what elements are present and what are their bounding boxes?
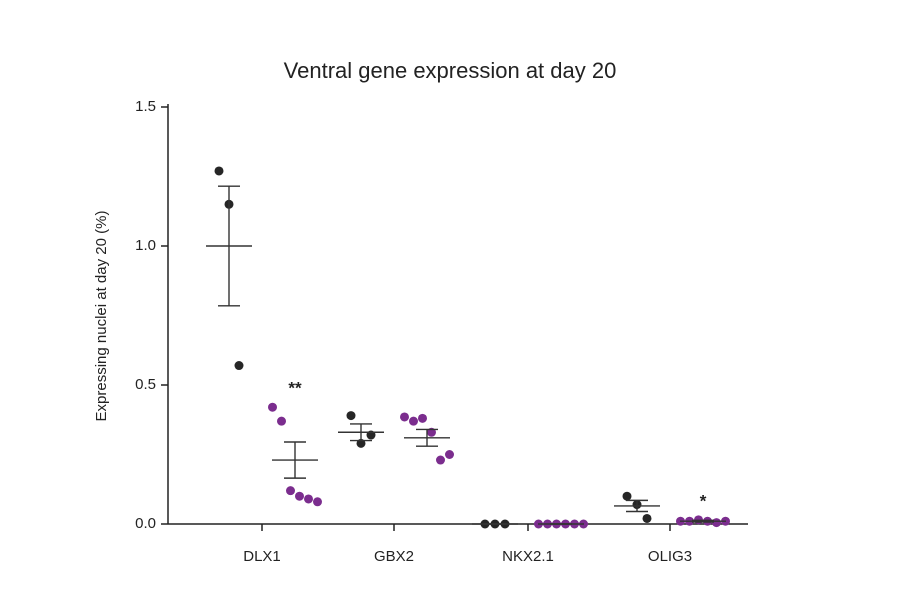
- data-point: [346, 411, 356, 421]
- data-point: [400, 412, 409, 422]
- y-axis-label: Expressing nuclei at day 20 (%): [93, 211, 110, 422]
- x-tick-label: OLIG3: [648, 548, 692, 565]
- y-tick-label: 0.5: [135, 376, 156, 393]
- significance-label: **: [288, 379, 302, 398]
- data-point: [234, 361, 244, 371]
- y-tick-label: 1.0: [135, 237, 156, 254]
- x-tick-label: DLX1: [243, 548, 281, 565]
- data-point: [418, 413, 427, 423]
- x-tick-label: NKX2.1: [502, 548, 554, 565]
- x-tick-label: GBX2: [374, 548, 414, 565]
- data-point: [445, 450, 454, 459]
- data-point: [268, 402, 277, 412]
- chart-title: Ventral gene expression at day 20: [284, 58, 617, 83]
- data-point: [214, 166, 224, 176]
- data-point: [712, 518, 721, 528]
- data-point: [409, 416, 418, 426]
- y-tick-label: 0.0: [135, 515, 156, 532]
- data-point: [277, 416, 286, 426]
- data-point: [642, 513, 652, 523]
- y-tick-label: 1.5: [135, 98, 156, 115]
- data-point: [286, 486, 295, 496]
- data-point: [295, 491, 304, 501]
- data-point: [313, 497, 322, 507]
- data-point: [436, 455, 445, 465]
- significance-label: *: [700, 491, 707, 510]
- data-point: [304, 494, 313, 504]
- data-point: [622, 491, 632, 501]
